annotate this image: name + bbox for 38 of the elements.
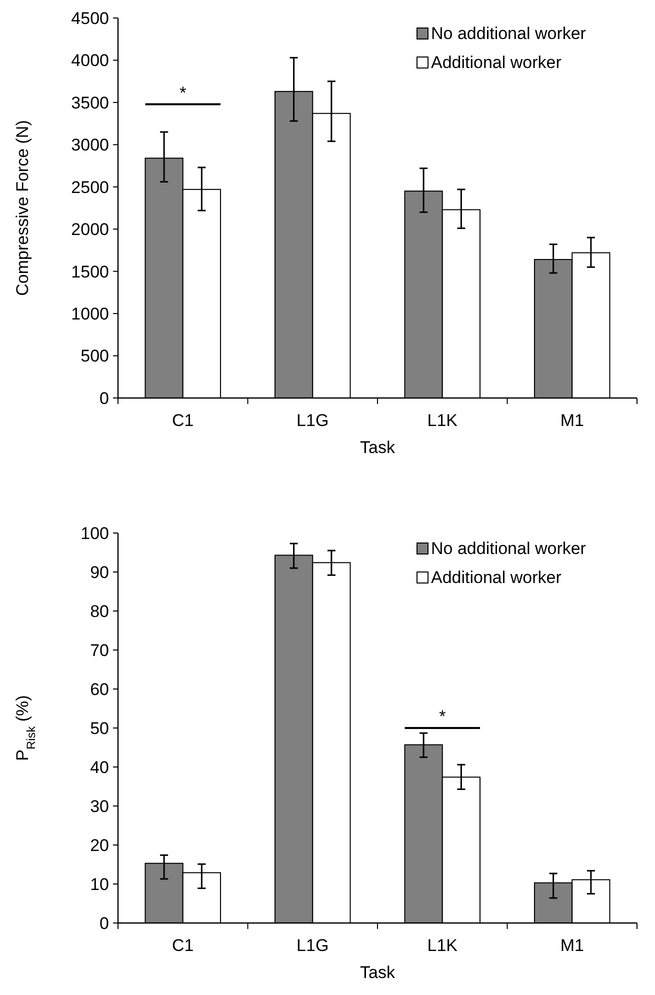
y-tick-label: 3000: [71, 136, 109, 155]
y-tick-label: 0: [100, 388, 109, 408]
y-tick-label: 500: [80, 346, 109, 366]
x-tick-label: L1G: [296, 411, 329, 430]
x-axis-title: Task: [360, 438, 396, 457]
y-tick-label: 1500: [71, 262, 109, 282]
legend-label: No additional worker: [431, 24, 586, 43]
x-tick-label: M1: [560, 411, 584, 430]
y-tick-label: 4000: [71, 51, 109, 70]
y-tick-label: 2500: [71, 178, 109, 197]
annotation: *: [180, 83, 187, 102]
legend-label: No additional worker: [431, 539, 586, 558]
annotation: *: [439, 707, 446, 726]
x-tick-label: C1: [172, 411, 194, 430]
y-tick-label: 40: [90, 758, 109, 777]
y-tick-label: 90: [90, 562, 109, 582]
x-tick-label: C1: [172, 936, 194, 955]
y-tick-label: 10: [90, 874, 109, 894]
y-tick-label: 50: [90, 718, 109, 738]
y-tick-label: 100: [80, 524, 109, 543]
y-tick-label: 60: [90, 680, 109, 699]
y-tick-label: 20: [90, 836, 109, 855]
x-axis-title: Task: [360, 963, 396, 982]
y-tick-label: 2000: [71, 220, 109, 240]
y-tick-label: 1000: [71, 304, 109, 324]
x-tick-label: L1K: [427, 411, 458, 430]
legend-label: Additional worker: [431, 53, 562, 72]
y-tick-label: 4500: [71, 8, 109, 28]
legend-label: Additional worker: [431, 568, 562, 587]
x-tick-label: L1K: [427, 936, 458, 955]
x-tick-label: M1: [560, 936, 584, 955]
y-tick-label: 70: [90, 640, 109, 660]
y-tick-label: 0: [100, 914, 109, 933]
y-tick-label: 30: [90, 796, 109, 816]
y-axis-title: Compressive Force (N): [13, 120, 32, 296]
y-tick-label: 3500: [71, 93, 109, 112]
x-tick-label: L1G: [296, 936, 329, 955]
y-tick-label: 80: [90, 602, 109, 621]
